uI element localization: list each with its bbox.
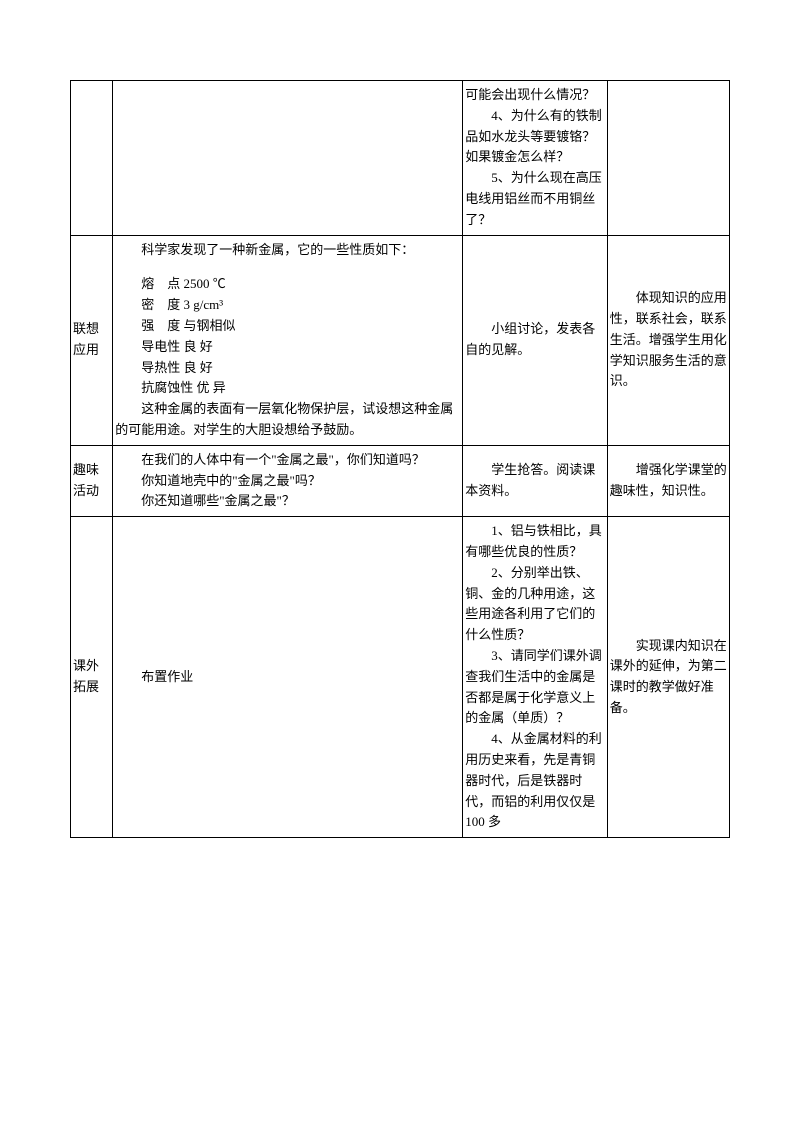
lesson-plan-table: 可能会出现什么情况？ 4、为什么有的铁制品如水龙头等要镀铬？如果镀金怎么样？ 5… bbox=[70, 80, 730, 838]
cell-student-activity: 可能会出现什么情况？ 4、为什么有的铁制品如水龙头等要镀铬？如果镀金怎么样？ 5… bbox=[463, 81, 607, 236]
property-line: 导电性 良 好 bbox=[115, 337, 460, 358]
tail-text: 这种金属的表面有一层氧化物保护层，试设想这种金属的可能用途。对学生的大胆设想给予… bbox=[115, 399, 460, 441]
text-line: 可能会出现什么情况？ bbox=[465, 85, 604, 106]
cell-student-activity: 小组讨论，发表各自的见解。 bbox=[463, 235, 607, 445]
table-row: 趣味活动 在我们的人体中有一个"金属之最"，你们知道吗？ 你知道地壳中的"金属之… bbox=[71, 445, 730, 516]
property-line: 熔 点 2500 ℃ bbox=[115, 274, 460, 295]
cell-student-activity: 学生抢答。阅读课本资料。 bbox=[463, 445, 607, 516]
cell-intent: 体现知识的应用性，联系社会，联系生活。增强学生用化学知识服务生活的意识。 bbox=[607, 235, 729, 445]
intro-text: 科学家发现了一种新金属，它的一些性质如下： bbox=[115, 240, 460, 261]
cell-section: 联想应用 bbox=[71, 235, 113, 445]
text-line: 5、为什么现在高压电线用铝丝而不用铜丝了？ bbox=[465, 168, 604, 230]
property-line: 抗腐蚀性 优 异 bbox=[115, 378, 460, 399]
cell-section: 课外拓展 bbox=[71, 517, 113, 838]
property-line: 导热性 良 好 bbox=[115, 358, 460, 379]
text-line: 3、请同学们课外调查我们生活中的金属是否都是属于化学意义上的金属（单质）？ bbox=[465, 646, 604, 729]
cell-teacher-activity: 布置作业 bbox=[113, 517, 463, 838]
cell-intent: 增强化学课堂的趣味性，知识性。 bbox=[607, 445, 729, 516]
property-line: 强 度 与钢相似 bbox=[115, 316, 460, 337]
cell-student-activity: 1、铝与铁相比，具有哪些优良的性质？ 2、分别举出铁、铜、金的几种用途，这些用途… bbox=[463, 517, 607, 838]
cell-teacher-activity: 在我们的人体中有一个"金属之最"，你们知道吗？ 你知道地壳中的"金属之最"吗？ … bbox=[113, 445, 463, 516]
cell-section bbox=[71, 81, 113, 236]
text-line: 4、为什么有的铁制品如水龙头等要镀铬？如果镀金怎么样？ bbox=[465, 106, 604, 168]
cell-teacher-activity: 科学家发现了一种新金属，它的一些性质如下： 熔 点 2500 ℃ 密 度 3 g… bbox=[113, 235, 463, 445]
table-row: 可能会出现什么情况？ 4、为什么有的铁制品如水龙头等要镀铬？如果镀金怎么样？ 5… bbox=[71, 81, 730, 236]
cell-section: 趣味活动 bbox=[71, 445, 113, 516]
cell-intent: 实现课内知识在课外的延伸，为第二课时的教学做好准备。 bbox=[607, 517, 729, 838]
text-line: 你还知道哪些"金属之最"？ bbox=[115, 491, 460, 512]
text-line: 你知道地壳中的"金属之最"吗？ bbox=[115, 471, 460, 492]
property-line: 密 度 3 g/cm³ bbox=[115, 295, 460, 316]
text-line: 1、铝与铁相比，具有哪些优良的性质？ bbox=[465, 521, 604, 563]
cell-intent bbox=[607, 81, 729, 236]
text-line: 2、分别举出铁、铜、金的几种用途，这些用途各利用了它们的什么性质？ bbox=[465, 563, 604, 646]
text-line: 在我们的人体中有一个"金属之最"，你们知道吗？ bbox=[115, 450, 460, 471]
table-row: 联想应用 科学家发现了一种新金属，它的一些性质如下： 熔 点 2500 ℃ 密 … bbox=[71, 235, 730, 445]
table-row: 课外拓展 布置作业 1、铝与铁相比，具有哪些优良的性质？ 2、分别举出铁、铜、金… bbox=[71, 517, 730, 838]
cell-teacher-activity bbox=[113, 81, 463, 236]
text-line: 4、从金属材料的利用历史来看，先是青铜器时代，后是铁器时代，而铝的利用仅仅是 1… bbox=[465, 729, 604, 833]
